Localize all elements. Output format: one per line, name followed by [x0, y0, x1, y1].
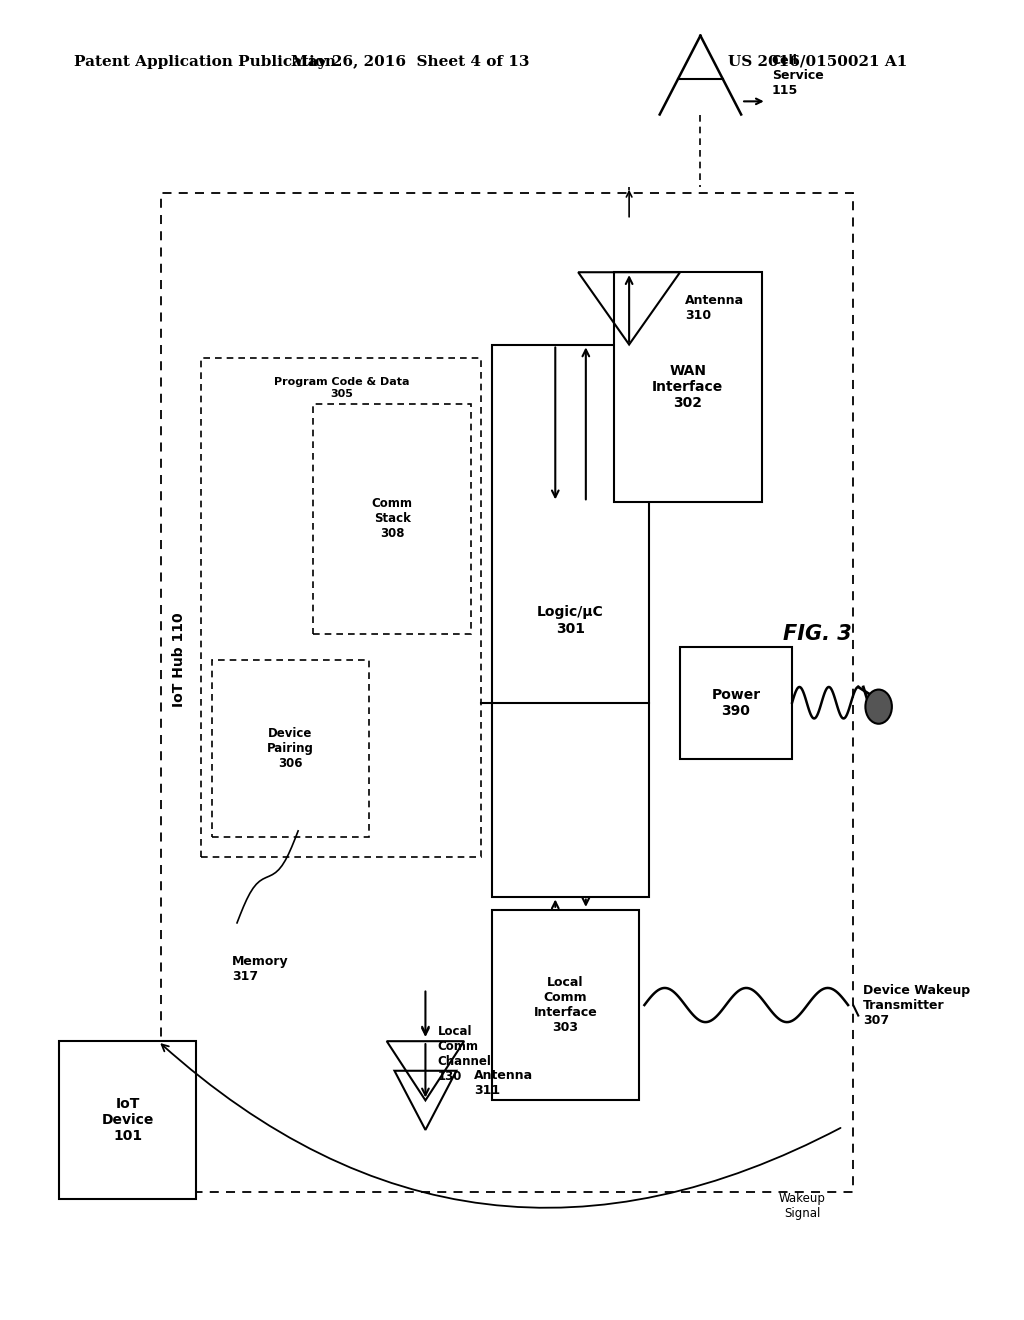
Text: Logic/μC
301: Logic/μC 301 [538, 606, 604, 636]
Bar [492, 345, 649, 896]
Text: Wakeup
Signal: Wakeup Signal [779, 1192, 825, 1221]
Bar [680, 647, 793, 759]
Text: Device
Pairing
306: Device Pairing 306 [267, 727, 314, 771]
Bar [492, 909, 639, 1101]
Text: May 26, 2016  Sheet 4 of 13: May 26, 2016 Sheet 4 of 13 [291, 55, 529, 69]
Text: IoT Hub 110: IoT Hub 110 [172, 612, 186, 708]
Bar [58, 1041, 197, 1199]
Bar [202, 358, 481, 857]
Text: Antenna
311: Antenna 311 [474, 1069, 534, 1097]
Text: US 2016/0150021 A1: US 2016/0150021 A1 [728, 55, 907, 69]
Bar [613, 272, 762, 503]
Text: Memory
317: Memory 317 [231, 954, 289, 983]
Text: Patent Application Publication: Patent Application Publication [74, 55, 336, 69]
Text: Device Wakeup
Transmitter
307: Device Wakeup Transmitter 307 [863, 983, 971, 1027]
Text: Local
Comm
Channel
130: Local Comm Channel 130 [437, 1026, 492, 1084]
Text: Comm
Stack
308: Comm Stack 308 [372, 498, 413, 540]
Bar [212, 660, 370, 837]
Bar [161, 193, 853, 1192]
Text: Local
Comm
Interface
303: Local Comm Interface 303 [534, 975, 597, 1034]
Text: Cell
Service
115: Cell Service 115 [772, 54, 823, 96]
Text: Antenna
310: Antenna 310 [685, 294, 744, 322]
Text: Power
390: Power 390 [712, 688, 761, 718]
Text: FIG. 3: FIG. 3 [783, 624, 852, 644]
Text: IoT
Device
101: IoT Device 101 [101, 1097, 154, 1143]
Text: WAN
Interface
302: WAN Interface 302 [652, 364, 723, 411]
Text: Program Code & Data
305: Program Code & Data 305 [273, 378, 410, 399]
Bar [313, 404, 471, 634]
Circle shape [865, 689, 892, 723]
